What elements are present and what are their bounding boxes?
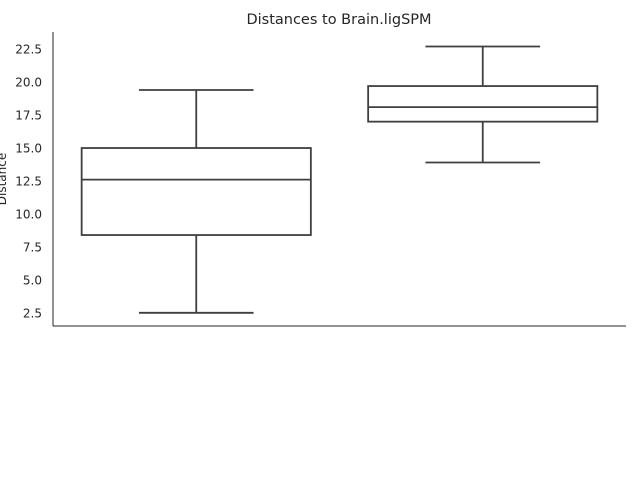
y-axis-ticks: 2.5 5.0 7.5 10.0 12.5 15.0 17.5 20.0 22.5 [15, 43, 42, 321]
chart-title: Distances to Brain.ligSPM [246, 12, 431, 28]
y-axis-label: Distance [0, 153, 9, 205]
y-tick-label: 20.0 [15, 76, 42, 90]
y-tick-label: 12.5 [15, 174, 42, 188]
x-tick-label: Brain.ligSPM (n=15) [190, 336, 204, 457]
x-axis-ticks: Brain.ligSPM (n=15) Brain.ligNoSPM (n=36) [190, 336, 491, 473]
y-tick-label: 17.5 [15, 109, 42, 123]
box-group [367, 45, 599, 164]
y-tick-label: 5.0 [23, 273, 42, 287]
box-series [80, 45, 599, 314]
x-tick-label: Brain.ligNoSPM (n=36) [476, 336, 490, 473]
y-tick-label: 7.5 [23, 240, 42, 254]
y-tick-label: 10.0 [15, 207, 42, 221]
y-tick-label: 2.5 [23, 306, 42, 320]
box-group [80, 89, 312, 314]
y-tick-label: 22.5 [15, 43, 42, 57]
interquartile-box [80, 147, 312, 236]
interquartile-box [367, 85, 599, 123]
y-tick-label: 15.0 [15, 142, 42, 156]
